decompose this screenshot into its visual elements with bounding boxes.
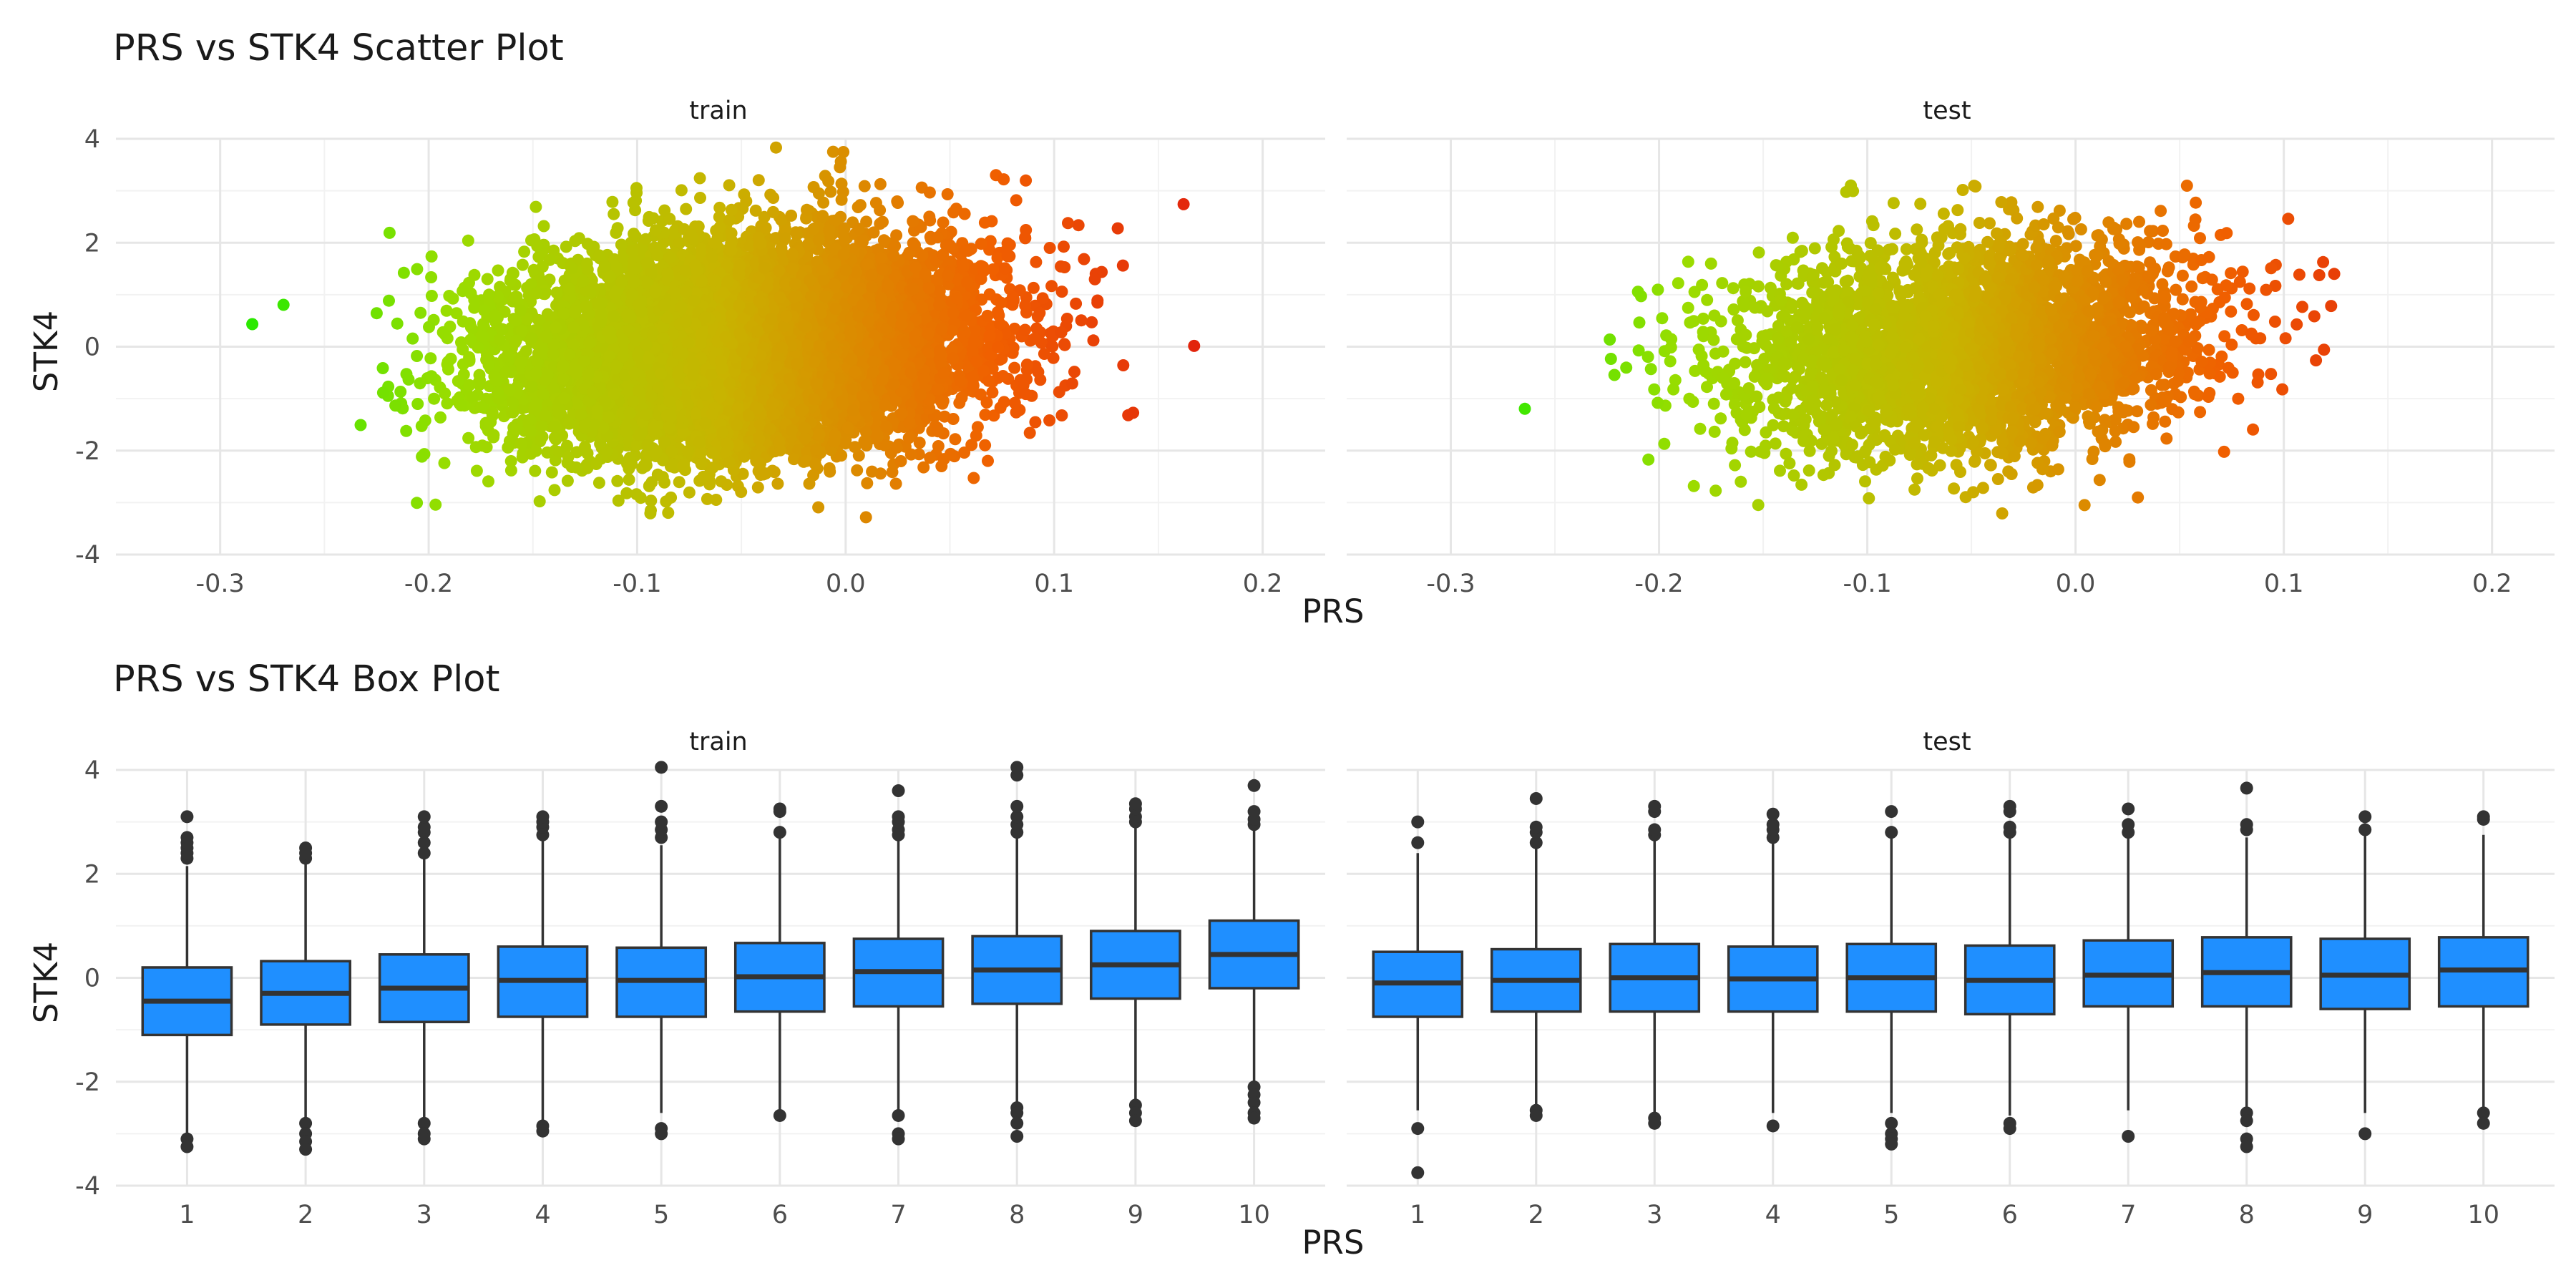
scatter-point bbox=[611, 222, 624, 235]
scatter-point bbox=[913, 436, 926, 449]
scatter-panels: -0.3 -0.2 -0.1 0.0 0.1 0.2 -4 -2 0 2 4-0.3 -0.2 -0.1… bbox=[75, 125, 2555, 598]
scatter-point bbox=[1020, 174, 1033, 187]
scatter-point bbox=[376, 362, 389, 374]
scatter-point bbox=[533, 495, 546, 508]
x-tick-label: 0.1 bbox=[1034, 570, 1074, 598]
scatter-point bbox=[955, 391, 968, 404]
y-tick-label: -4 bbox=[75, 541, 100, 570]
scatter-point bbox=[1010, 194, 1023, 207]
scatter-point bbox=[592, 477, 605, 489]
scatter-point bbox=[1117, 359, 1130, 371]
y-tick-label: 0 bbox=[84, 333, 100, 362]
scatter-point bbox=[1027, 281, 1040, 294]
scatter-point bbox=[383, 294, 395, 307]
scatter-point bbox=[1188, 339, 1201, 352]
scatter-point bbox=[656, 471, 669, 484]
scatter-point bbox=[425, 250, 438, 263]
scatter-point bbox=[1043, 414, 1056, 426]
scatter-point bbox=[1055, 409, 1068, 421]
scatter-point bbox=[751, 481, 764, 494]
scatter-point bbox=[397, 266, 410, 279]
scatter-point bbox=[400, 424, 413, 437]
scatter-point bbox=[481, 273, 494, 286]
scatter-point bbox=[770, 141, 782, 154]
scatter-point bbox=[902, 431, 915, 444]
scatter-point bbox=[516, 258, 529, 271]
scatter-point bbox=[823, 462, 836, 474]
scatter-facet-label-test: test bbox=[1923, 97, 1971, 125]
scatter-point bbox=[894, 455, 907, 467]
scatter-point bbox=[701, 492, 713, 505]
scatter-point bbox=[721, 479, 733, 491]
scatter-point bbox=[1087, 334, 1100, 347]
x-tick-label: -0.1 bbox=[613, 570, 661, 598]
scatter-point bbox=[932, 440, 945, 452]
scatter-point bbox=[548, 484, 561, 497]
scatter-point bbox=[982, 454, 994, 467]
y-tick-label: -2 bbox=[75, 437, 100, 466]
x-tick-label: -0.3 bbox=[196, 570, 245, 598]
scatter-point bbox=[1058, 338, 1070, 351]
scatter-point bbox=[470, 464, 483, 477]
scatter-point bbox=[370, 307, 383, 320]
y-tick-label: 2 bbox=[84, 229, 100, 258]
scatter-point bbox=[537, 220, 550, 233]
scatter-point bbox=[623, 473, 635, 486]
x-tick-label: 0.0 bbox=[826, 570, 866, 598]
scatter-point bbox=[434, 411, 447, 424]
scatter-point bbox=[995, 296, 1008, 309]
scatter-point bbox=[608, 208, 620, 220]
scatter-point bbox=[851, 464, 864, 477]
scatter-point bbox=[824, 185, 837, 198]
scatter-point bbox=[886, 466, 899, 479]
scatter-chart-title: PRS vs STK4 Scatter Plot bbox=[113, 27, 564, 69]
scatter-point bbox=[411, 398, 424, 410]
scatter-point bbox=[277, 298, 290, 311]
scatter-point bbox=[764, 188, 777, 201]
scatter-point bbox=[658, 204, 671, 217]
scatter-point bbox=[752, 174, 765, 187]
y-tick-label: 4 bbox=[84, 125, 100, 154]
scatter-point bbox=[1060, 313, 1073, 325]
scatter-point bbox=[854, 199, 867, 212]
scatter-point bbox=[376, 386, 389, 399]
scatter-point bbox=[693, 172, 706, 185]
scatter-point bbox=[710, 494, 723, 506]
scatter-point bbox=[861, 477, 874, 489]
scatter-point bbox=[492, 264, 504, 277]
scatter-point bbox=[997, 173, 1010, 186]
scatter-point bbox=[1070, 297, 1083, 310]
scatter-point bbox=[444, 352, 457, 365]
scatter-point bbox=[937, 216, 950, 229]
scatter-point bbox=[662, 507, 675, 519]
x-tick-label: 0.2 bbox=[1243, 570, 1283, 598]
scatter-point bbox=[713, 210, 726, 223]
scatter-point bbox=[1116, 259, 1129, 272]
scatter-point bbox=[1072, 219, 1085, 232]
scatter-point bbox=[1075, 314, 1088, 327]
scatter-points-train bbox=[246, 141, 1201, 524]
scatter-point bbox=[1029, 416, 1042, 429]
scatter-point bbox=[1127, 406, 1140, 419]
scatter-point bbox=[1058, 240, 1070, 253]
scatter-point bbox=[530, 200, 542, 213]
scatter-facet-label-train: train bbox=[689, 97, 747, 125]
scatter-point bbox=[1085, 316, 1098, 328]
scatter-point bbox=[425, 271, 438, 283]
scatter-point bbox=[468, 293, 481, 306]
scatter-point bbox=[400, 368, 413, 381]
x-tick-label: -0.2 bbox=[404, 570, 453, 598]
scatter-point bbox=[835, 193, 848, 206]
scatter-point bbox=[817, 196, 830, 209]
scatter-point bbox=[967, 472, 980, 484]
scatter-point bbox=[529, 464, 542, 477]
scatter-point bbox=[891, 441, 904, 454]
scatter-point bbox=[462, 234, 474, 247]
scatter-panel-train: -0.3 -0.2 -0.1 0.0 0.1 0.2 -4 -2 0 2 4 bbox=[75, 125, 1325, 598]
